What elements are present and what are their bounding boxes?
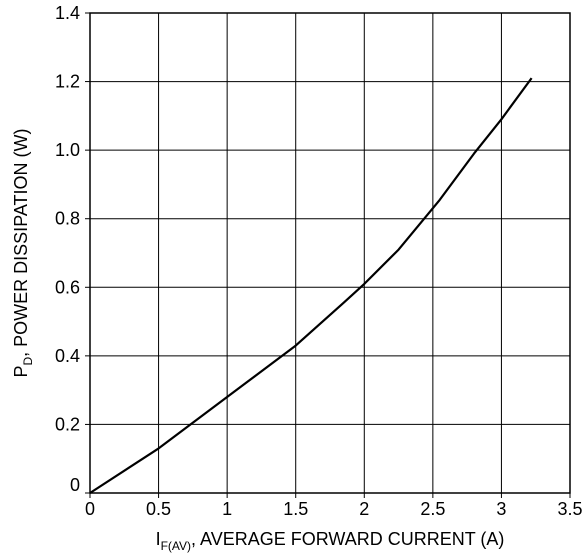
plot-frame (90, 13, 570, 493)
y-tick-label: 0.6 (55, 277, 80, 297)
y-axis-label-main: P (11, 366, 31, 378)
x-tick-label: 1.5 (283, 499, 308, 519)
x-axis-label-rest: , AVERAGE FORWARD CURRENT (A) (191, 529, 504, 549)
x-tick-label: 2.5 (420, 499, 445, 519)
x-tick-label: 2 (359, 499, 369, 519)
y-tick-label: 1.4 (55, 3, 80, 23)
y-axis-label-subscript: D (21, 357, 35, 366)
y-tick-label: 0.4 (55, 346, 80, 366)
x-tick-label: 3 (496, 499, 506, 519)
y-tick-label: 1.2 (55, 72, 80, 92)
y-tick-label: 0.2 (55, 414, 80, 434)
grid (90, 13, 570, 493)
y-tick-label: 1.0 (55, 140, 80, 160)
y-tick-label: 0 (70, 475, 80, 495)
x-axis-label-subscript: F(AV) (161, 539, 191, 553)
y-tick-label: 0.8 (55, 209, 80, 229)
series-layer (90, 78, 532, 493)
x-tick-label: 0 (85, 499, 95, 519)
y-axis-label: PD, POWER DISSIPATION (W) (11, 128, 35, 377)
power-curve-line (90, 78, 532, 493)
x-tick-label: 1 (222, 499, 232, 519)
ticks: 0 0.5 1 1.5 2 2.5 3 3.5 0 0.2 0.4 0.6 0.8 1.0 1.2 1.4 (55, 3, 583, 519)
x-tick-label: 0.5 (146, 499, 171, 519)
x-tick-label: 3.5 (557, 499, 582, 519)
x-axis-label: IF(AV), AVERAGE FORWARD CURRENT (A) (156, 529, 505, 553)
y-axis-label-rest: , POWER DISSIPATION (W) (11, 128, 31, 356)
